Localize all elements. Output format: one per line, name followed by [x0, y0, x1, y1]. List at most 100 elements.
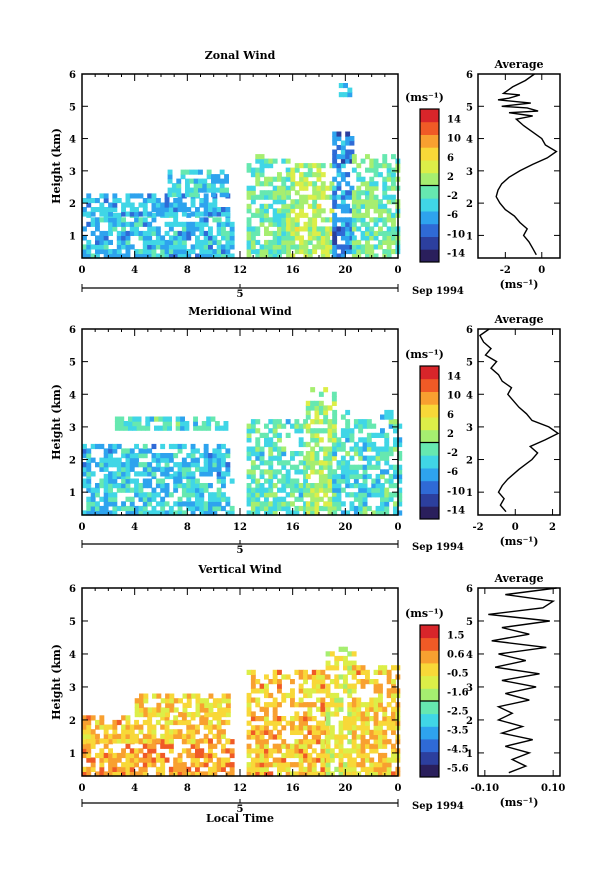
heatmap-cell: [294, 212, 300, 218]
heatmap-cell: [181, 483, 187, 489]
heatmap-cell: [332, 212, 338, 218]
heatmap-cell: [360, 669, 366, 675]
heatmap-cell: [173, 487, 179, 493]
heatmap-cell: [246, 702, 252, 708]
heatmap-cell: [294, 711, 300, 717]
heatmap-cell: [250, 185, 256, 191]
profile-x-label: (ms⁻¹): [500, 796, 539, 809]
heatmap-cell: [329, 181, 335, 187]
heatmap-cell: [121, 733, 126, 739]
heatmap-cell: [303, 244, 309, 250]
heatmap-cell: [365, 702, 370, 708]
heatmap-cell: [388, 473, 394, 480]
heatmap-cell: [134, 702, 140, 708]
heatmap-cell: [195, 724, 200, 730]
heatmap-cell: [272, 441, 278, 448]
heatmap-cell: [168, 211, 174, 217]
heatmap-cell: [259, 757, 265, 763]
heatmap-cell: [116, 253, 122, 259]
colorbar-tick-label: 6: [447, 410, 454, 421]
heatmap-cell: [268, 478, 274, 484]
heatmap-cell: [177, 478, 183, 484]
heatmap-cell: [356, 711, 362, 717]
heatmap-cell: [190, 471, 196, 477]
heatmap-cell: [203, 193, 209, 199]
heatmap-cell: [397, 487, 403, 493]
heatmap-cell: [125, 253, 131, 259]
profile-line: [478, 328, 560, 513]
heatmap-cell: [121, 748, 126, 754]
heatmap-cell: [336, 478, 342, 484]
heatmap-cell: [95, 719, 100, 726]
heatmap-cell: [147, 221, 153, 227]
heatmap-cell: [365, 771, 370, 777]
heatmap-cell: [268, 230, 274, 236]
heatmap-cell: [351, 249, 357, 255]
heatmap-cell: [82, 235, 87, 241]
heatmap-cell: [259, 172, 265, 178]
heatmap-cell: [180, 421, 185, 427]
heatmap-cell: [203, 462, 209, 468]
heatmap-cell: [116, 244, 122, 250]
heatmap-cell: [95, 244, 100, 250]
heatmap-cell: [143, 712, 149, 718]
heatmap-cell: [340, 149, 346, 155]
heatmap-cell: [168, 466, 174, 472]
heatmap-cell: [202, 183, 208, 189]
heatmap-cell: [369, 185, 375, 191]
heatmap-cell: [114, 425, 120, 431]
heatmap-cell: [386, 249, 392, 255]
heatmap-cell: [250, 446, 256, 452]
heatmap-cell: [303, 163, 309, 169]
heatmap-cell: [189, 178, 195, 184]
heatmap-cell: [160, 211, 166, 217]
heatmap-cell: [95, 733, 100, 739]
heatmap-cell: [353, 483, 359, 489]
heatmap-cell: [177, 762, 183, 768]
heatmap-cell: [386, 172, 392, 178]
heatmap-cell: [151, 729, 157, 735]
y-tick-label: 6: [69, 584, 76, 595]
heatmap-cell: [177, 771, 183, 777]
heatmap-cell: [255, 748, 261, 754]
heatmap-cell: [307, 743, 313, 749]
heatmap-cell: [217, 712, 223, 718]
heatmap-cell: [125, 505, 131, 512]
heatmap-cell: [365, 253, 370, 259]
heatmap-cell: [208, 207, 213, 213]
heatmap-cell: [121, 478, 126, 484]
heatmap-cell: [314, 501, 320, 507]
heatmap-cell: [351, 706, 357, 712]
heatmap-cell: [198, 183, 203, 189]
heatmap-cell: [384, 501, 390, 507]
heatmap-cell: [216, 462, 222, 468]
heatmap-cell: [208, 235, 213, 241]
heatmap-cell: [290, 208, 296, 214]
heatmap-cell: [362, 487, 368, 493]
heatmap-cell: [351, 158, 357, 164]
heatmap-cell: [358, 510, 364, 516]
panel-1: [81, 73, 561, 292]
heatmap-cell: [246, 706, 252, 712]
heatmap-cell: [325, 702, 331, 708]
heatmap-cell: [281, 464, 287, 470]
y-tick-label: 2: [69, 199, 76, 210]
heatmap-cell: [327, 483, 333, 489]
heatmap-cell: [143, 698, 149, 704]
heatmap-cell: [212, 715, 218, 721]
heatmap-cell: [259, 460, 265, 466]
heatmap-cell: [225, 712, 231, 718]
heatmap-cell: [121, 487, 126, 493]
heatmap-cell: [206, 174, 212, 180]
heatmap-cell: [142, 762, 148, 768]
heatmap-cell: [125, 729, 131, 735]
heatmap-cell: [290, 483, 295, 489]
heatmap-cell: [316, 185, 322, 191]
heatmap-cell: [307, 253, 313, 259]
heatmap-cell: [378, 725, 383, 731]
heatmap-cell: [219, 187, 225, 193]
heatmap-cell: [334, 665, 340, 671]
heatmap-cell: [384, 451, 390, 457]
colorbar-unit: (ms⁻¹): [405, 348, 444, 361]
heatmap-cell: [125, 487, 131, 493]
